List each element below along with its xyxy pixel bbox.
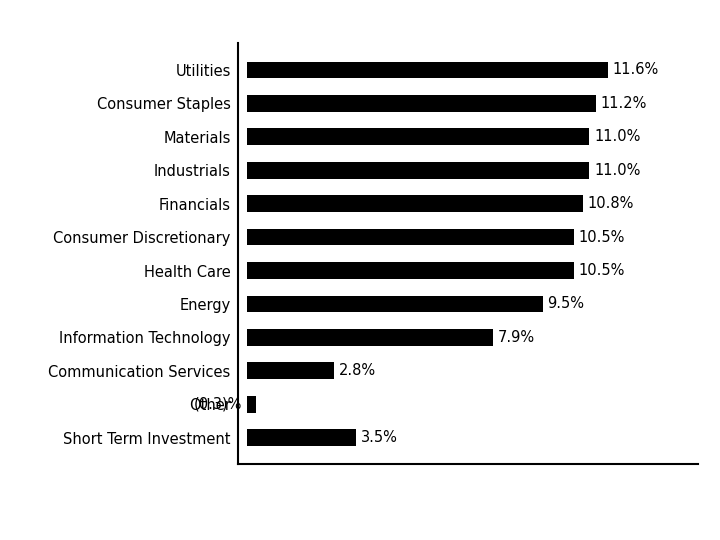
Text: 3.5%: 3.5% xyxy=(361,430,397,445)
Text: 10.5%: 10.5% xyxy=(579,230,625,245)
Bar xyxy=(247,95,595,112)
Bar xyxy=(247,162,590,179)
Bar xyxy=(247,62,608,78)
Bar xyxy=(247,262,574,279)
Text: 9.5%: 9.5% xyxy=(547,296,585,312)
Text: 11.6%: 11.6% xyxy=(613,63,659,77)
Bar xyxy=(247,396,256,413)
Bar xyxy=(247,295,543,312)
Text: 2.8%: 2.8% xyxy=(339,363,376,379)
Bar xyxy=(247,195,583,212)
Text: 10.8%: 10.8% xyxy=(588,196,634,211)
Text: 7.9%: 7.9% xyxy=(498,330,535,345)
Text: 11.0%: 11.0% xyxy=(594,129,641,144)
Bar xyxy=(247,329,493,346)
Text: (0.3)%: (0.3)% xyxy=(194,397,242,411)
Text: 10.5%: 10.5% xyxy=(579,263,625,278)
Text: 11.0%: 11.0% xyxy=(594,163,641,178)
Bar xyxy=(247,362,334,379)
Bar xyxy=(247,229,574,246)
Text: 11.2%: 11.2% xyxy=(600,96,647,111)
Bar xyxy=(247,129,590,145)
Bar xyxy=(247,429,356,446)
